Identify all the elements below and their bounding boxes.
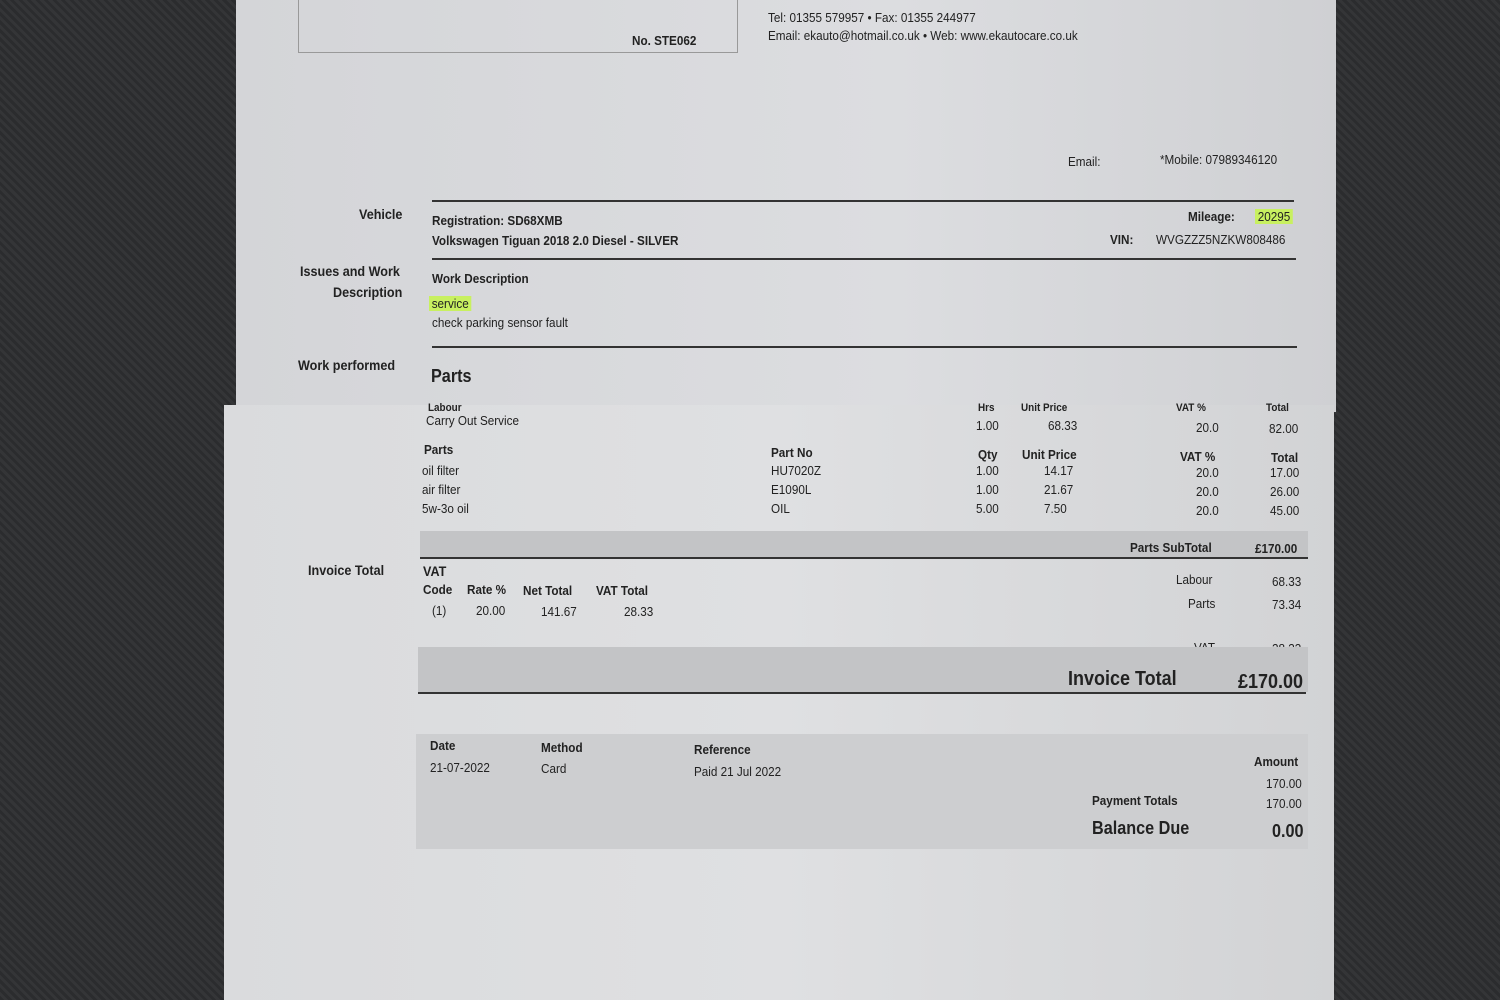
invoice-total-heading: Invoice Total — [1068, 668, 1177, 690]
parts-header: Unit Price — [1022, 447, 1077, 462]
mileage: 20295 — [1255, 209, 1293, 224]
parts-cell: 5w-3o oil — [422, 501, 469, 516]
work-line: check parking sensor fault — [432, 315, 568, 330]
parts-amount: 73.34 — [1272, 597, 1302, 612]
mileage-label: Mileage: — [1188, 209, 1235, 224]
balance-due-label: Balance Due — [1092, 818, 1190, 838]
payment-header: Date — [430, 738, 456, 753]
parts-cell: air filter — [422, 482, 461, 497]
parts-header: Total — [1271, 450, 1299, 465]
work-description-heading: Work Description — [432, 271, 529, 286]
labour-header: Labour — [428, 402, 462, 414]
payment-amount: 170.00 — [1266, 776, 1302, 791]
labour-header: Hrs — [978, 402, 995, 414]
parts-cell: 1.00 — [976, 482, 999, 497]
parts-cell: 14.17 — [1044, 463, 1074, 478]
issues-label: Issues and Work — [300, 263, 400, 279]
parts-cell: 1.00 — [976, 463, 999, 478]
labour-item: Carry Out Service — [426, 413, 519, 428]
labour-header: Unit Price — [1021, 402, 1068, 414]
address-box — [298, 0, 738, 53]
vin: WVGZZZ5NZKW808486 — [1156, 232, 1286, 247]
parts-cell: 20.0 — [1196, 484, 1219, 499]
vin-label: VIN: — [1110, 232, 1134, 247]
parts-header: Qty — [978, 447, 998, 462]
invoice-total: £170.00 — [1238, 671, 1304, 693]
labour-header: VAT % — [1176, 402, 1206, 414]
parts-heading: Parts — [431, 366, 472, 386]
payment-reference: Paid 21 Jul 2022 — [694, 764, 782, 779]
parts-cell: oil filter — [422, 463, 460, 478]
payment-header: Amount — [1254, 754, 1299, 769]
vat-header: Code — [423, 582, 453, 597]
work-line: service — [429, 296, 472, 311]
labour-header: Total — [1266, 402, 1289, 414]
labour-hrs: 1.00 — [976, 418, 999, 433]
vat-header: Net Total — [523, 583, 573, 598]
balance-due: 0.00 — [1272, 821, 1304, 841]
vat-header: Rate % — [467, 582, 507, 597]
parts-cell: 17.00 — [1270, 465, 1300, 480]
payment-header: Method — [541, 740, 583, 755]
invoice-number: No. STE062 — [632, 33, 697, 48]
parts-header: Part No — [771, 445, 813, 460]
parts-cell: 45.00 — [1270, 503, 1300, 518]
mobile: *Mobile: 07989346120 — [1160, 152, 1278, 167]
vat-header: VAT Total — [596, 583, 649, 598]
parts-cell: 5.00 — [976, 501, 999, 516]
vehicle-label: Vehicle — [359, 206, 403, 222]
parts-cell: OIL — [771, 501, 790, 516]
issues-label-2: Description — [333, 284, 403, 300]
parts-label: Parts — [1188, 596, 1216, 611]
invoice-page-lower — [224, 405, 1334, 1000]
labour-unit-price: 68.33 — [1048, 418, 1078, 433]
parts-cell: 21.67 — [1044, 482, 1074, 497]
payment-date: 21-07-2022 — [430, 760, 490, 775]
labour-vat: 20.0 — [1196, 420, 1219, 435]
vat-total: 28.33 — [624, 604, 654, 619]
payment-totals: 170.00 — [1266, 796, 1302, 811]
payment-totals-label: Payment Totals — [1092, 793, 1178, 808]
parts-subtotal: £170.00 — [1255, 541, 1298, 556]
invoice-total-label: Invoice Total — [308, 562, 385, 578]
vat-code: (1) — [432, 603, 447, 618]
vat-rate: 20.00 — [476, 603, 506, 618]
parts-cell: E1090L — [771, 482, 812, 497]
labour-amount: 68.33 — [1272, 574, 1302, 589]
parts-cell: 20.0 — [1196, 503, 1219, 518]
invoice-page-upper — [236, 0, 1336, 412]
vat-heading: VAT — [423, 563, 447, 579]
parts-cell: 7.50 — [1044, 501, 1067, 516]
registration: Registration: SD68XMB — [432, 213, 563, 228]
work-performed-label: Work performed — [298, 357, 396, 373]
vehicle-model: Volkswagen Tiguan 2018 2.0 Diesel - SILV… — [432, 233, 679, 248]
labour-label: Labour — [1176, 572, 1213, 587]
parts-header: Parts — [424, 442, 454, 457]
contact-phone: Tel: 01355 579957 • Fax: 01355 244977 — [768, 10, 976, 25]
payment-method: Card — [541, 761, 567, 776]
vat-net: 141.67 — [541, 604, 577, 619]
parts-cell: 20.0 — [1196, 465, 1219, 480]
contact-web: Email: ekauto@hotmail.co.uk • Web: www.e… — [768, 28, 1078, 43]
parts-subtotal-label: Parts SubTotal — [1130, 540, 1212, 555]
parts-cell: 26.00 — [1270, 484, 1300, 499]
email-label: Email: — [1068, 154, 1101, 169]
payment-header: Reference — [694, 742, 751, 757]
labour-total: 82.00 — [1269, 421, 1299, 436]
parts-cell: HU7020Z — [771, 463, 822, 478]
parts-header: VAT % — [1180, 449, 1216, 464]
